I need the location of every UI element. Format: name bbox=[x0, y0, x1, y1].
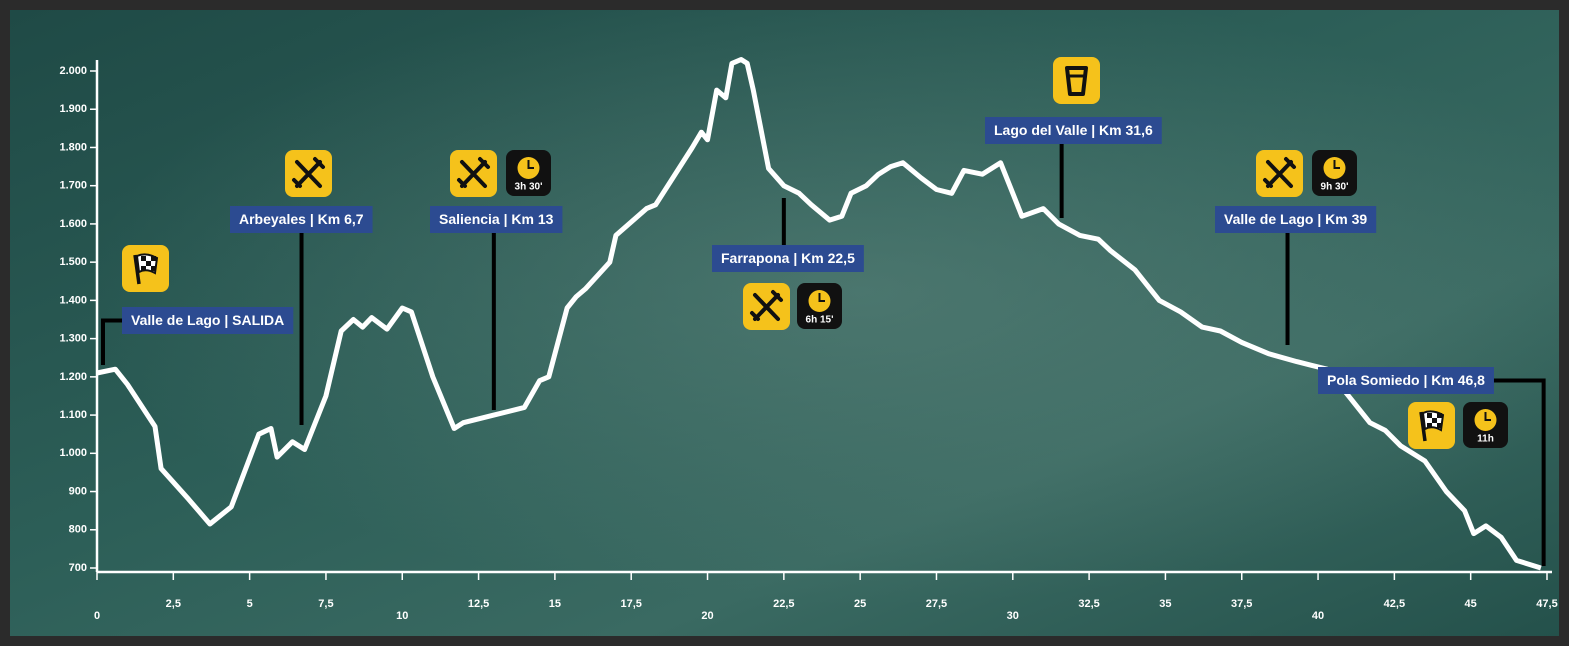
clock-icon: 3h 30' bbox=[506, 150, 551, 196]
time-label: 6h 15' bbox=[806, 315, 834, 326]
y-tick-label: 1.900 bbox=[59, 103, 87, 115]
x-tick-label: 2,5 bbox=[166, 598, 181, 610]
y-tick-label: 1.400 bbox=[59, 294, 87, 306]
annotation-label: Saliencia | Km 13 bbox=[439, 211, 554, 227]
x-tick-label: 12,5 bbox=[468, 598, 489, 610]
x-tick-label: 7,5 bbox=[318, 598, 333, 610]
x-tick-label: 22,5 bbox=[773, 598, 794, 610]
x-tick-label: 42,5 bbox=[1384, 598, 1405, 610]
annotation-label: Pola Somiedo | Km 46,8 bbox=[1327, 372, 1485, 388]
y-tick-label: 1.700 bbox=[59, 180, 87, 192]
x-tick-label: 5 bbox=[247, 598, 253, 610]
y-tick-label: 900 bbox=[69, 485, 87, 497]
page: 700 800 900 1.000 1.100 1.200 1.300 1.400 1.500 1… bbox=[0, 0, 1569, 646]
food-icon bbox=[450, 150, 497, 197]
annotation-label: Lago del Valle | Km 31,6 bbox=[994, 122, 1153, 138]
icon-bg bbox=[1053, 57, 1100, 104]
annotation-label: Farrapona | Km 22,5 bbox=[721, 250, 855, 266]
drink-icon bbox=[1053, 57, 1100, 104]
x-tick-label: 15 bbox=[549, 598, 561, 610]
x-tick-label: 25 bbox=[854, 598, 866, 610]
food-icon bbox=[285, 150, 332, 197]
y-tick-label: 1.500 bbox=[59, 256, 87, 268]
time-label: 9h 30' bbox=[1321, 182, 1349, 193]
time-label: 11h bbox=[1477, 434, 1494, 445]
flag-icon bbox=[122, 245, 169, 292]
y-tick-label: 700 bbox=[69, 562, 87, 574]
x-tick-label: 45 bbox=[1465, 598, 1477, 610]
y-tick-label: 1.800 bbox=[59, 141, 87, 153]
y-tick-label: 2.000 bbox=[59, 65, 87, 77]
x-tick-label: 37,5 bbox=[1231, 598, 1252, 610]
flag-icon bbox=[1408, 402, 1455, 449]
x-tick-label: 0 bbox=[94, 610, 100, 622]
x-tick-label: 17,5 bbox=[620, 598, 641, 610]
x-tick-label: 35 bbox=[1159, 598, 1171, 610]
annotation-label: Arbeyales | Km 6,7 bbox=[239, 211, 364, 227]
y-tick-label: 800 bbox=[69, 524, 87, 536]
y-tick-label: 1.300 bbox=[59, 333, 87, 345]
time-label: 3h 30' bbox=[515, 182, 543, 193]
x-tick-label: 32,5 bbox=[1078, 598, 1099, 610]
y-tick-label: 1.600 bbox=[59, 218, 87, 230]
x-tick-label: 47,5 bbox=[1536, 598, 1557, 610]
food-icon bbox=[743, 283, 790, 330]
x-tick-label: 20 bbox=[701, 610, 713, 622]
clock-icon: 11h bbox=[1463, 402, 1508, 448]
annotation-label: Valle de Lago | SALIDA bbox=[131, 312, 284, 328]
clock-icon: 6h 15' bbox=[797, 283, 842, 329]
x-tick-label: 40 bbox=[1312, 610, 1324, 622]
y-tick-label: 1.000 bbox=[59, 447, 87, 459]
annotation-label: Valle de Lago | Km 39 bbox=[1224, 211, 1367, 227]
x-tick-label: 10 bbox=[396, 610, 408, 622]
clock-icon: 9h 30' bbox=[1312, 150, 1357, 196]
food-icon bbox=[1256, 150, 1303, 197]
x-tick-label: 30 bbox=[1007, 610, 1019, 622]
x-tick-label: 27,5 bbox=[926, 598, 947, 610]
y-tick-label: 1.200 bbox=[59, 371, 87, 383]
y-tick-label: 1.100 bbox=[59, 409, 87, 421]
chart: 700 800 900 1.000 1.100 1.200 1.300 1.400 1.500 1… bbox=[0, 0, 1569, 646]
